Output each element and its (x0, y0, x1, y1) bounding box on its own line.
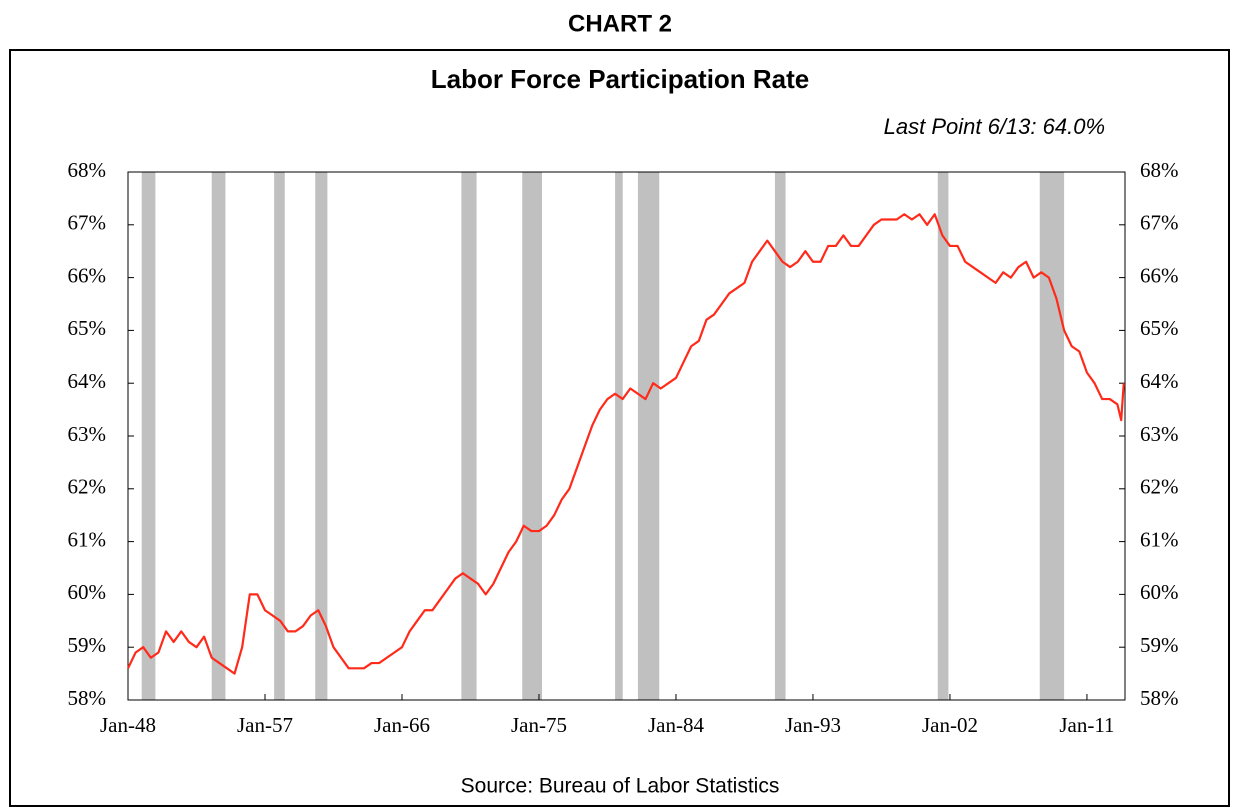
y-tick-label: 66% (68, 263, 107, 287)
y2-tick-label: 58% (1140, 686, 1179, 710)
data-line (127, 213, 1125, 675)
x-tick-label: Jan-57 (237, 713, 293, 737)
page-header: CHART 2 (568, 10, 672, 37)
source-note: Source: Bureau of Labor Statistics (461, 775, 780, 798)
recession-band (1039, 172, 1065, 700)
recession-band (461, 172, 477, 700)
y2-tick-label: 63% (1140, 422, 1179, 446)
recession-band (211, 172, 226, 700)
y2-tick-label: 62% (1140, 475, 1179, 499)
chart-frame (9, 49, 1230, 807)
y2-tick-label: 59% (1140, 633, 1179, 657)
recession-band (937, 172, 949, 700)
y-tick-label: 59% (68, 633, 107, 657)
y-tick-label: 64% (68, 369, 107, 393)
y-tick-label: 67% (68, 211, 107, 235)
recession-band (774, 172, 786, 700)
y2-tick-label: 61% (1140, 527, 1179, 551)
recession-band (637, 172, 660, 700)
recession-band (274, 172, 285, 700)
x-tick-label: Jan-75 (511, 713, 567, 737)
x-tick-label: Jan-02 (922, 713, 978, 737)
x-tick-label: Jan-84 (648, 713, 704, 737)
y2-tick-label: 65% (1140, 316, 1179, 340)
x-tick-label: Jan-93 (785, 713, 841, 737)
y-tick-label: 63% (68, 422, 107, 446)
y2-tick-label: 67% (1140, 211, 1179, 235)
y-tick-label: 68% (68, 158, 107, 182)
recession-band (522, 172, 543, 700)
y2-tick-label: 66% (1140, 263, 1179, 287)
y-tick-label: 60% (68, 580, 107, 604)
y2-tick-label: 64% (1140, 369, 1179, 393)
y2-tick-label: 68% (1140, 158, 1179, 182)
annotation: Last Point 6/13: 64.0% (884, 114, 1105, 139)
recession-band (615, 172, 623, 700)
y-tick-label: 65% (68, 316, 107, 340)
x-tick-label: Jan-66 (374, 713, 430, 737)
chart-title: Labor Force Participation Rate (431, 64, 810, 94)
x-tick-label: Jan-11 (1059, 713, 1114, 737)
recession-band (315, 172, 328, 700)
x-tick-label: Jan-48 (100, 713, 156, 737)
y2-tick-label: 60% (1140, 580, 1179, 604)
y-tick-label: 58% (68, 686, 107, 710)
y-tick-label: 62% (68, 475, 107, 499)
recession-band (141, 172, 156, 700)
y-tick-label: 61% (68, 527, 107, 551)
